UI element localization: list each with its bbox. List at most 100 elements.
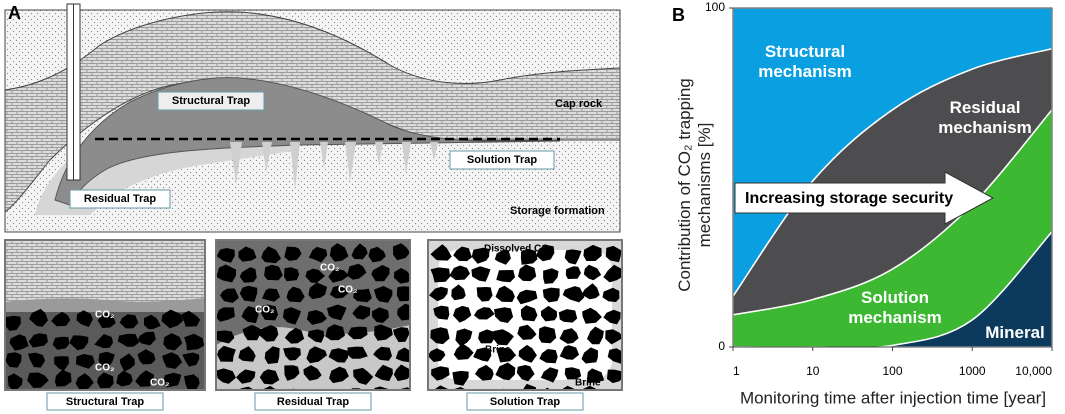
grain (559, 345, 580, 360)
grain (602, 287, 620, 302)
grain (94, 334, 113, 349)
grain (538, 326, 557, 344)
grain (433, 305, 450, 320)
grain (137, 331, 156, 346)
grain (308, 282, 328, 300)
grain (494, 307, 514, 323)
grain (28, 352, 46, 368)
grain (558, 309, 578, 323)
pore-label: CO₂ (320, 263, 339, 274)
grain (119, 314, 139, 329)
x-tick-label: 1000 (959, 364, 986, 378)
pore-content (428, 240, 625, 403)
grain (261, 385, 277, 390)
grain (396, 286, 410, 302)
pore-frame (427, 239, 623, 391)
grain (54, 356, 70, 371)
pore-label: Brine (485, 345, 511, 356)
grain (329, 285, 349, 299)
grain (286, 286, 305, 303)
grain (216, 368, 236, 384)
caption: Residual Trap (277, 396, 349, 408)
grain (605, 329, 622, 345)
grain (587, 326, 604, 345)
grain (216, 330, 235, 344)
grain (117, 333, 140, 347)
grain (98, 351, 115, 367)
grain (373, 286, 393, 303)
pore-label: Dissolved CO₂ (484, 244, 553, 255)
grain (496, 347, 517, 363)
grain (306, 310, 327, 325)
grain (539, 349, 558, 364)
grain (517, 324, 537, 340)
grain (430, 267, 451, 283)
grain (393, 327, 410, 343)
grain (452, 370, 469, 386)
grain (52, 336, 70, 350)
grain (494, 249, 511, 265)
grain (328, 268, 349, 283)
grain (216, 307, 235, 322)
residual-trap-label: Residual Trap (84, 193, 156, 205)
grain (69, 335, 89, 351)
grain (5, 352, 22, 368)
grain (473, 347, 492, 362)
panel-label: B (672, 5, 685, 25)
pore-label: Brine (575, 378, 601, 389)
grain (283, 347, 301, 361)
grain (560, 385, 577, 390)
grain (184, 333, 205, 351)
schematic (4, 3, 621, 233)
pore-frame (4, 239, 206, 391)
grain (180, 310, 201, 327)
grain (540, 367, 559, 383)
grain (326, 304, 347, 321)
grain (373, 346, 392, 361)
x-tick-label: 10 (806, 364, 820, 378)
pore-content (216, 240, 410, 390)
grain (264, 346, 280, 364)
grain (7, 373, 23, 390)
grain (583, 264, 602, 281)
grain (137, 349, 156, 365)
grain (496, 270, 515, 283)
grain (428, 348, 446, 362)
pore-content (5, 240, 205, 390)
grain (217, 345, 236, 362)
grain (220, 288, 239, 303)
grain (542, 287, 560, 303)
grain (434, 385, 450, 390)
grain (471, 266, 491, 282)
solution-trap-label: Solution Trap (467, 154, 538, 166)
series-label: Solution mechanism (848, 288, 942, 327)
grain (374, 364, 393, 382)
grain (562, 286, 585, 303)
grain (453, 343, 474, 360)
grain (449, 265, 470, 281)
grain (328, 348, 349, 363)
grain (587, 368, 605, 384)
grain (308, 246, 328, 263)
grain (453, 305, 472, 323)
grain (161, 309, 184, 329)
grain (451, 284, 466, 301)
grain (393, 268, 410, 284)
panel-label: A (8, 3, 21, 23)
grain (307, 329, 325, 343)
grain (238, 346, 256, 362)
caption-box (46, 392, 164, 411)
grain (607, 390, 625, 403)
grain (397, 303, 410, 321)
grain (581, 385, 599, 390)
grain (565, 266, 581, 279)
grain (51, 311, 71, 327)
grain (303, 365, 322, 381)
grain (431, 366, 450, 381)
label-box (157, 91, 265, 111)
grain (163, 372, 182, 388)
grain (329, 243, 349, 262)
grain (9, 334, 29, 351)
grain (76, 310, 93, 327)
grain (184, 374, 200, 390)
